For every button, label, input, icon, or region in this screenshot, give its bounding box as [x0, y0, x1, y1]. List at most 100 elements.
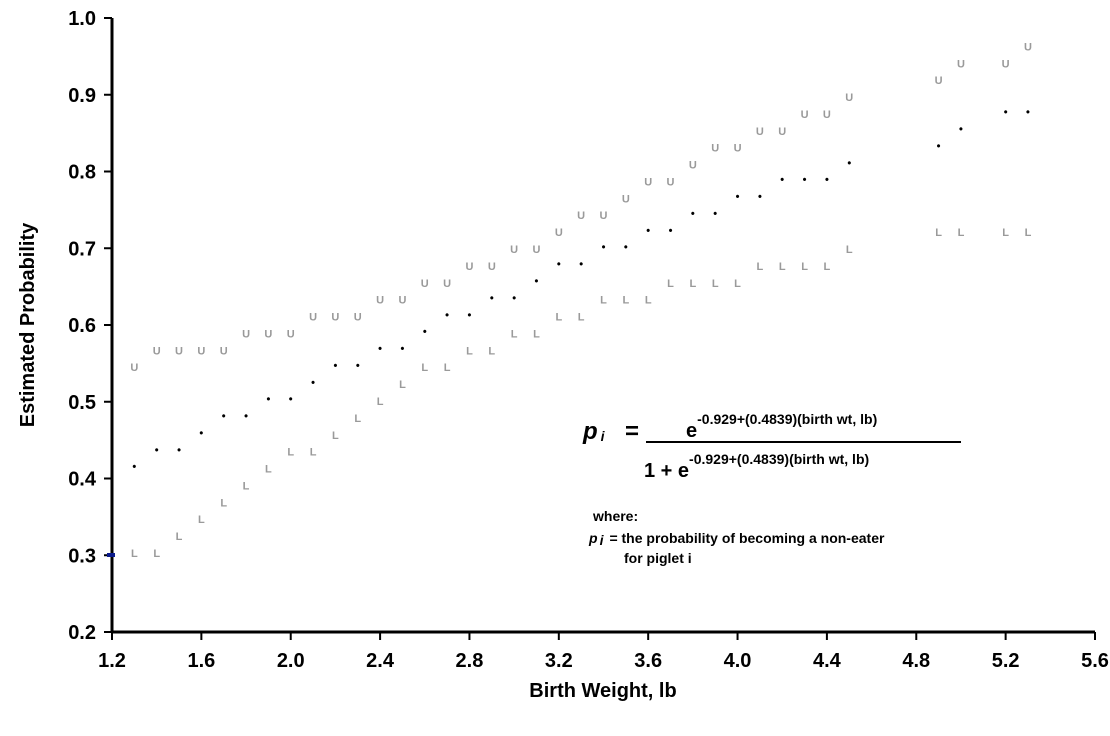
lower-bound-point: L [354, 413, 361, 425]
upper-bound-point: U [264, 328, 272, 340]
estimate-point: • [535, 275, 539, 287]
estimate-point: • [199, 427, 203, 439]
estimate-point: • [445, 309, 449, 321]
formula-lhs-p: p [582, 418, 598, 445]
lower-bound-point: L [622, 295, 629, 307]
x-tick-label: 2.8 [456, 650, 484, 672]
upper-bound-point: U [957, 58, 965, 70]
series-2: • • • • • • • • • • • • • • • • • • • • • • • • • • • • • • • • • • • • • [132, 107, 1030, 474]
lower-bound-point: L [689, 278, 696, 290]
estimate-point: • [423, 326, 427, 338]
lower-bound-point: L [824, 261, 831, 273]
estimate-point: • [244, 411, 248, 423]
upper-bound-point: U [331, 312, 339, 324]
y-tick-label: 0.6 [68, 315, 96, 337]
estimate-point: • [669, 225, 673, 237]
upper-bound-point: U [488, 261, 496, 273]
estimate-point: • [1026, 107, 1030, 119]
estimate-point: • [847, 157, 851, 169]
lower-bound-point: L [846, 244, 853, 256]
x-tick-label: 3.2 [545, 650, 573, 672]
upper-bound-point: U [801, 109, 809, 121]
formula-denominator: 1 + e-0.929+(0.4839)(birth wt, lb) [644, 451, 869, 482]
upper-bound-point: U [421, 278, 429, 290]
lower-bound-point: L [198, 514, 205, 526]
axes [110, 18, 1095, 634]
estimate-point: • [378, 343, 382, 355]
x-tick-label: 1.6 [187, 650, 215, 672]
estimate-point: • [311, 377, 315, 389]
upper-bound-point: U [220, 345, 228, 357]
estimate-point: • [512, 292, 516, 304]
lower-bound-point: L [578, 312, 585, 324]
upper-bound-point: U [823, 109, 831, 121]
upper-bound-point: U [354, 312, 362, 324]
y-tick-label: 1.0 [68, 8, 96, 30]
estimate-point: • [602, 242, 606, 254]
estimate-point: • [289, 394, 293, 406]
y-tick-label: 0.7 [68, 238, 96, 260]
formula-numerator-exponent: -0.929+(0.4839)(birth wt, lb) [697, 411, 877, 427]
estimate-point: • [959, 124, 963, 136]
upper-bound-point: U [667, 176, 675, 188]
lower-bound-point: L [958, 227, 965, 239]
lower-bound-point: L [555, 312, 562, 324]
x-tick-label: 5.6 [1081, 650, 1109, 672]
estimate-point: • [713, 208, 717, 220]
y-tick-label: 0.4 [68, 469, 97, 491]
y-tick-label: 0.2 [68, 622, 96, 644]
lower-bound-point: L [757, 261, 764, 273]
estimate-point: • [937, 140, 941, 152]
upper-bound-point: U [935, 75, 943, 87]
where-label: where: [592, 508, 638, 524]
upper-bound-point: U [287, 328, 295, 340]
estimate-point: • [646, 225, 650, 237]
estimate-point: • [132, 461, 136, 473]
upper-bound-point: U [577, 210, 585, 222]
upper-bound-point: U [175, 345, 183, 357]
lower-bound-point: L [153, 548, 160, 560]
lower-bound-point: L [801, 261, 808, 273]
lower-bound-point: L [1002, 227, 1009, 239]
definition-line-2: for piglet i [624, 550, 692, 566]
lower-bound-point: L [399, 379, 406, 391]
lower-bound-point: L [645, 295, 652, 307]
estimate-point: • [691, 208, 695, 220]
axis-origin-marker [107, 553, 115, 557]
formula-numerator: e-0.929+(0.4839)(birth wt, lb) [686, 411, 877, 442]
definition-p: p [588, 530, 598, 546]
y-axis-title: Estimated Probability [17, 222, 39, 427]
lower-bound-point: L [488, 345, 495, 357]
upper-bound-point: U [622, 193, 630, 205]
lower-bound-point: L [935, 227, 942, 239]
estimate-point: • [825, 174, 829, 186]
upper-bound-point: U [689, 160, 697, 172]
y-tick-label: 0.8 [68, 162, 96, 184]
lower-bound-point: L [533, 328, 540, 340]
upper-bound-point: U [398, 295, 406, 307]
estimate-point: • [803, 174, 807, 186]
estimate-point: • [758, 191, 762, 203]
formula-equals: = [625, 418, 639, 445]
x-tick-label: 3.6 [634, 650, 662, 672]
formula-denominator-exponent: -0.929+(0.4839)(birth wt, lb) [689, 451, 869, 467]
estimate-point: • [490, 292, 494, 304]
formula-lhs-sub: i [601, 428, 606, 444]
lower-bound-point: L [310, 447, 317, 459]
x-tick-label: 2.0 [277, 650, 305, 672]
lower-bound-point: L [600, 295, 607, 307]
upper-bound-point: U [153, 345, 161, 357]
upper-bound-point: U [1002, 58, 1010, 70]
upper-bound-point: U [644, 176, 652, 188]
x-tick-label: 1.2 [98, 650, 126, 672]
lower-bound-point: L [734, 278, 741, 290]
estimate-point: • [356, 360, 360, 372]
upper-bound-point: U [242, 328, 250, 340]
y-tick-label: 0.9 [68, 85, 96, 107]
y-tick-label: 0.3 [68, 545, 96, 567]
x-tick-label: 2.4 [366, 650, 395, 672]
estimate-point: • [557, 259, 561, 271]
estimate-point: • [468, 309, 472, 321]
